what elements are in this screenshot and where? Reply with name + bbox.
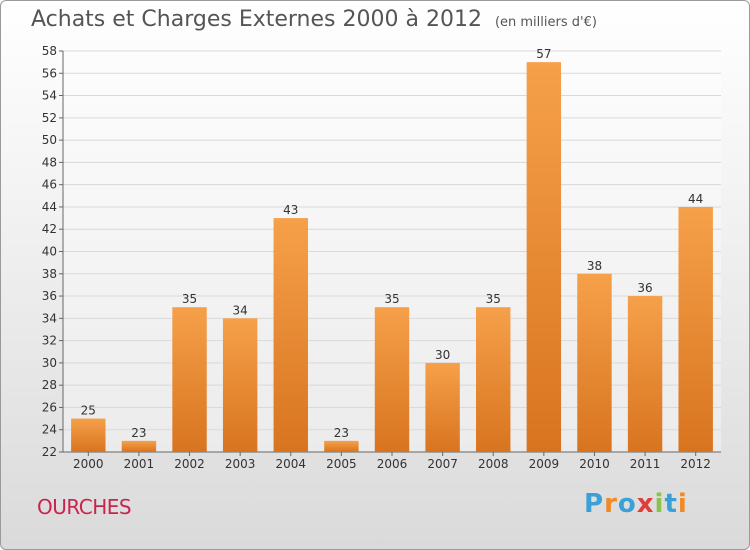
- bar-value-label: 35: [182, 292, 197, 306]
- logo-letter: t: [664, 489, 678, 519]
- y-tick-label: 24: [42, 423, 57, 437]
- bar-value-label: 43: [283, 203, 298, 217]
- bar-value-label: 25: [81, 404, 96, 418]
- y-tick-label: 58: [42, 44, 57, 58]
- logo-letter: i: [677, 489, 688, 519]
- x-tick-label: 2009: [529, 457, 560, 471]
- logo-letter: o: [617, 489, 637, 519]
- bar: [273, 218, 308, 452]
- x-tick-label: 2005: [326, 457, 357, 471]
- proxiti-logo: Proxiti: [584, 489, 688, 519]
- y-tick-label: 42: [42, 222, 57, 236]
- bar-value-label: 35: [384, 292, 399, 306]
- logo-letter: x: [636, 489, 655, 519]
- bar-value-label: 57: [536, 47, 551, 61]
- x-tick-label: 2008: [478, 457, 509, 471]
- x-tick-label: 2003: [225, 457, 256, 471]
- bar-value-label: 38: [587, 259, 602, 273]
- bar: [678, 206, 713, 452]
- bar-value-label: 35: [486, 292, 501, 306]
- bar: [526, 62, 562, 453]
- y-tick-label: 44: [42, 200, 57, 214]
- chart-title-row: Achats et Charges Externes 2000 à 2012 (…: [31, 7, 597, 32]
- y-tick-label: 48: [42, 155, 57, 169]
- bar: [627, 296, 663, 452]
- y-tick-label: 50: [42, 133, 57, 147]
- y-tick-label: 22: [42, 445, 57, 459]
- chart-title: Achats et Charges Externes 2000 à 2012: [31, 7, 482, 32]
- bar-value-label: 44: [688, 192, 703, 206]
- bar-value-label: 36: [637, 281, 652, 295]
- x-tick-label: 2000: [73, 457, 104, 471]
- x-tick-label: 2001: [124, 457, 155, 471]
- y-tick-label: 26: [42, 400, 57, 414]
- x-tick-label: 2006: [377, 457, 408, 471]
- x-tick-label: 2002: [174, 457, 205, 471]
- logo-letter: i: [654, 489, 665, 519]
- x-tick-label: 2012: [680, 457, 711, 471]
- x-tick-label: 2011: [630, 457, 661, 471]
- y-tick-label: 32: [42, 334, 57, 348]
- y-tick-label: 46: [42, 178, 57, 192]
- logo-letter: r: [604, 489, 618, 519]
- chart-subtitle: (en milliers d'€): [494, 15, 597, 30]
- bar-value-label: 30: [435, 348, 450, 362]
- x-tick-label: 2007: [427, 457, 458, 471]
- x-tick-label: 2004: [275, 457, 306, 471]
- bar: [172, 307, 207, 452]
- bar: [425, 362, 460, 452]
- x-tick-label: 2010: [579, 457, 610, 471]
- bar: [374, 307, 410, 452]
- y-tick-label: 52: [42, 111, 57, 125]
- y-tick-label: 54: [42, 89, 57, 103]
- bar: [577, 273, 612, 452]
- y-tick-label: 30: [42, 356, 57, 370]
- y-tick-label: 40: [42, 245, 57, 259]
- y-tick-label: 56: [42, 66, 57, 80]
- bar: [71, 418, 106, 452]
- bar-value-label: 34: [233, 303, 248, 317]
- bar-value-label: 23: [131, 426, 146, 440]
- bar: [476, 307, 511, 452]
- bar: [324, 440, 359, 452]
- y-tick-label: 28: [42, 378, 57, 392]
- city-name: OURCHES: [37, 495, 132, 519]
- y-tick-label: 34: [42, 311, 57, 325]
- bar: [121, 440, 157, 452]
- y-tick-label: 38: [42, 267, 57, 281]
- y-tick-label: 36: [42, 289, 57, 303]
- bar-value-label: 23: [334, 426, 349, 440]
- logo-letter: P: [584, 489, 605, 519]
- bar: [222, 318, 258, 452]
